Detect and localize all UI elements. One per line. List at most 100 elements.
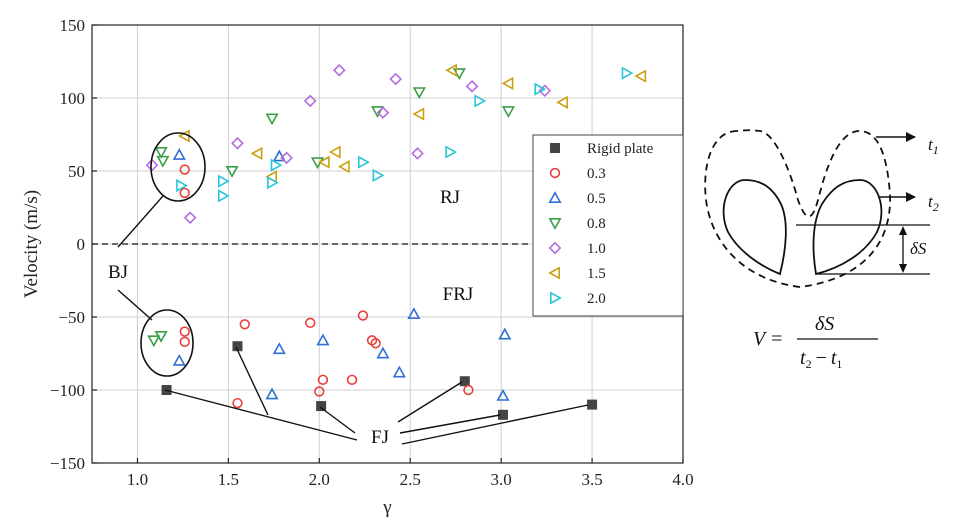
point-square <box>587 399 598 410</box>
formula-denominator: t2− t1 <box>800 347 842 371</box>
point-triangle-left <box>328 145 341 159</box>
point-diamond <box>183 211 197 225</box>
x-tick-label: 3.0 <box>491 470 512 489</box>
point-circle <box>370 338 381 349</box>
legend-box <box>532 134 684 317</box>
y-tick-label: 50 <box>68 162 85 181</box>
x-tick-label: 2.0 <box>309 470 330 489</box>
point-triangle-right <box>270 158 283 172</box>
point-diamond <box>376 106 390 119</box>
bj-leader-upper <box>117 195 164 248</box>
point-triangle-right <box>267 176 279 190</box>
point-triangle-down <box>154 331 168 343</box>
point-triangle-down <box>370 106 385 118</box>
legend-marker-triangle-down <box>548 218 562 230</box>
point-triangle-left <box>445 63 458 77</box>
point-square <box>316 401 327 412</box>
point-diamond <box>303 94 317 108</box>
axis-ticks: 1.0 1.5 2.0 2.5 3.0 3.5 4.0 150 100 50 0 −50 −100 −15… <box>21 16 694 518</box>
annotation-fj: FJ <box>371 427 389 448</box>
legend-label: 0.5 <box>587 191 606 207</box>
point-circle <box>317 374 329 385</box>
teardrop-left-t2 <box>722 179 787 276</box>
x-tick-label: 2.5 <box>400 470 421 489</box>
formula-numerator: δS <box>815 313 834 335</box>
ds-arrow-up <box>899 226 907 235</box>
point-triangle-up <box>407 307 421 320</box>
bj-ellipse-upper <box>150 132 206 202</box>
point-triangle-down <box>154 147 168 159</box>
y-tick-label: −150 <box>50 454 85 473</box>
point-triangle-right <box>621 66 634 80</box>
schematic-diagram: t1 t2 δS V = δS t2− t1 <box>704 129 939 371</box>
fj-leader-6 <box>401 404 589 445</box>
point-triangle-up <box>496 388 510 401</box>
y-tick-label: −100 <box>50 381 85 400</box>
point-circle <box>357 310 369 321</box>
point-triangle-left <box>556 95 568 109</box>
legend-label: 1.5 <box>587 266 606 282</box>
point-triangle-left <box>317 155 330 169</box>
x-tick-label: 4.0 <box>672 470 693 489</box>
bj-leader-lower <box>117 289 153 321</box>
y-tick-label: −50 <box>58 308 85 327</box>
legend-label: 0.3 <box>587 166 606 182</box>
point-diamond <box>389 72 403 86</box>
point-triangle-right <box>534 82 547 96</box>
legend-marker-circle <box>549 167 561 179</box>
annotation-bj: BJ <box>108 262 128 283</box>
x-tick-label: 1.0 <box>127 470 148 489</box>
teardrop-right-t2 <box>812 179 883 276</box>
point-circle <box>314 386 325 397</box>
point-circle <box>305 317 316 329</box>
point-triangle-left <box>250 146 263 161</box>
y-axis-title: Velocity (m/s) <box>21 190 42 298</box>
point-triangle-up <box>316 333 330 346</box>
legend: Rigid plate 0.3 0.5 0.8 1.0 1.5 2.0 <box>532 134 684 317</box>
arrow-t1-head <box>906 132 916 142</box>
point-circle <box>179 326 190 337</box>
annotations: RJ FRJ BJ FJ <box>108 132 589 448</box>
y-tick-label: 100 <box>60 89 86 108</box>
point-circle <box>179 187 190 199</box>
point-triangle-down <box>225 166 239 178</box>
point-triangle-left <box>337 160 350 174</box>
legend-marker-triangle-up <box>548 191 562 203</box>
point-circle <box>346 374 358 385</box>
legend-marker-diamond <box>548 241 562 255</box>
x-tick-label: 3.5 <box>581 470 602 489</box>
legend-label: Rigid plate <box>587 141 654 157</box>
point-diamond <box>332 63 346 77</box>
point-circle <box>232 397 243 409</box>
point-triangle-up <box>376 346 390 359</box>
teardrop-outline-t1 <box>704 129 891 288</box>
x-axis-title: γ <box>382 497 391 518</box>
legend-label: 2.0 <box>587 291 606 307</box>
point-diamond <box>411 147 424 160</box>
fj-leader-2 <box>235 346 269 416</box>
fj-leader-1 <box>164 389 358 441</box>
point-triangle-right <box>357 155 370 169</box>
point-diamond <box>145 158 159 172</box>
point-triangle-right <box>372 168 385 182</box>
point-triangle-right <box>176 179 188 193</box>
point-diamond <box>280 151 293 165</box>
ds-arrow-down <box>899 264 907 273</box>
point-triangle-right <box>445 145 458 159</box>
point-diamond <box>231 136 244 150</box>
fj-leader-4 <box>397 381 463 423</box>
y-tick-label: 0 <box>77 235 86 254</box>
point-triangle-up <box>392 365 406 378</box>
point-triangle-right <box>217 174 230 188</box>
point-square <box>459 376 470 387</box>
point-triangle-up <box>498 327 512 340</box>
ds-label: δS <box>910 239 927 258</box>
x-tick-label: 1.5 <box>218 470 239 489</box>
point-circle <box>239 319 250 330</box>
point-circle <box>463 384 474 396</box>
point-circle <box>179 336 190 348</box>
fj-leader-3 <box>319 406 356 434</box>
formula-lhs: V = <box>753 328 783 350</box>
point-triangle-down <box>501 106 515 118</box>
